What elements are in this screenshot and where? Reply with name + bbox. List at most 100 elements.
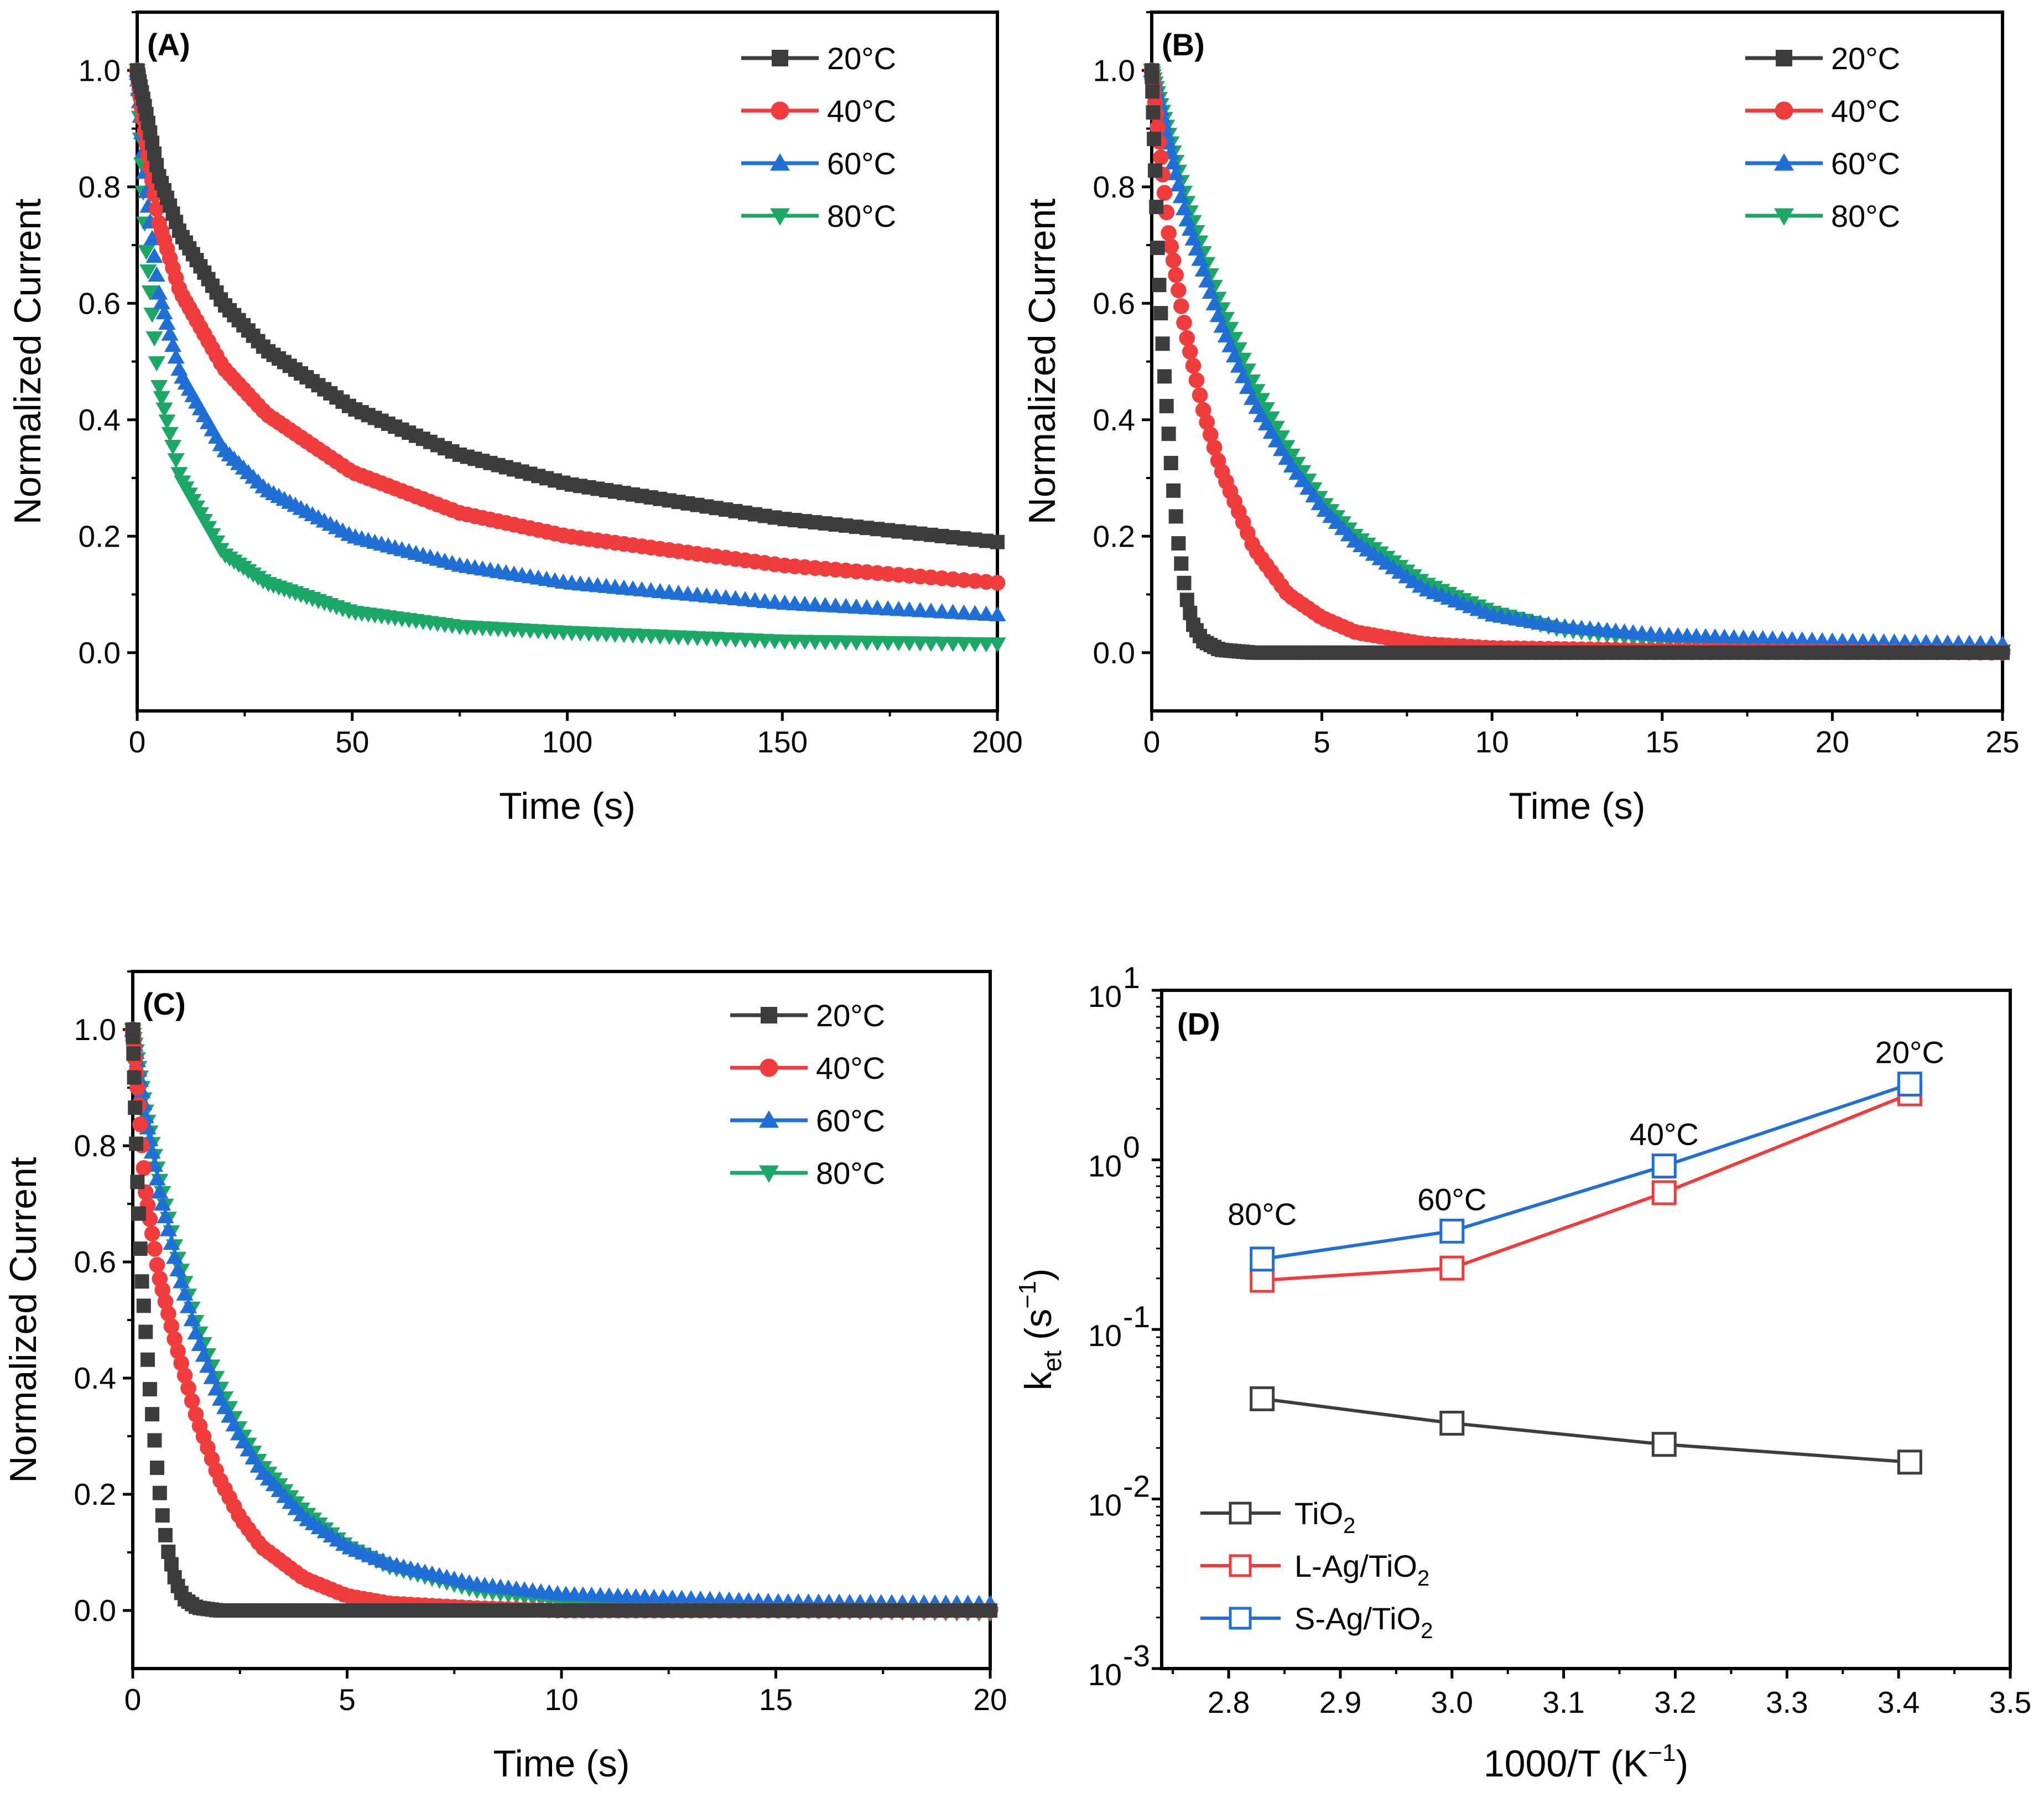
data-point [180, 1380, 196, 1396]
data-point [142, 1382, 157, 1397]
x-tick-label: 150 [757, 725, 808, 759]
data-point [1168, 267, 1184, 283]
data-point [1250, 1246, 1275, 1272]
x-tick-label: 10 [544, 1682, 578, 1717]
data-point [1145, 69, 1159, 84]
data-point [163, 1234, 180, 1250]
legend-label: 40°C [1831, 93, 1900, 128]
data-point [150, 284, 168, 300]
series-TiO2 [1250, 1386, 1922, 1475]
data-point [1439, 1255, 1465, 1281]
legend-marker [1229, 1607, 1252, 1630]
data-point [128, 1100, 143, 1115]
data-point [1156, 185, 1173, 201]
y-tick-label: 0.6 [79, 286, 121, 320]
data-point [955, 604, 973, 620]
data-point [1153, 306, 1168, 321]
legend-label: 80°C [816, 1156, 885, 1191]
x-axis-label: 1000/T (K−1) [1484, 1739, 1688, 1785]
data-point [1167, 165, 1185, 180]
x-axis-label: Time (s) [493, 1743, 630, 1785]
y-tick-label: 0.2 [74, 1477, 116, 1511]
data-point [166, 1249, 184, 1264]
series-S-Ag-TiO2 [1250, 1071, 1922, 1272]
legend-label: S-Ag/TiO2 [1294, 1601, 1433, 1643]
legend-label: 60°C [1831, 146, 1900, 181]
data-point [1182, 344, 1198, 360]
x-tick-label: 10 [1475, 725, 1509, 759]
data-point [1198, 272, 1216, 288]
data-point [1171, 536, 1186, 551]
data-point [1148, 163, 1163, 178]
data-point [147, 1433, 162, 1448]
data-point [129, 1136, 144, 1151]
data-point [153, 294, 170, 309]
series-60C [128, 61, 1006, 622]
data-point [1150, 119, 1166, 136]
x-tick-label: 20 [973, 1682, 1007, 1717]
data-point [143, 1144, 161, 1159]
data-point [134, 1274, 149, 1289]
data-point [1177, 575, 1192, 590]
data-point [955, 637, 973, 652]
data-point [1179, 593, 1194, 607]
panel-C: 0 5 10 15 20 0.0 0.2 0.4 0.6 0.8 1.0 Time (s) Normal… [2, 970, 1007, 1785]
legend-marker [1775, 101, 1793, 120]
data-point [159, 1221, 177, 1236]
data-point [145, 331, 163, 347]
data-point [1192, 387, 1208, 403]
data-point [1166, 483, 1181, 498]
data-point [1147, 132, 1162, 147]
panel-label: (C) [143, 986, 186, 1021]
series-L-Ag-TiO2 [1250, 1081, 1922, 1293]
data-point [173, 1273, 190, 1288]
y-tick-label: 10 [1088, 1488, 1122, 1523]
legend-marker [772, 50, 788, 66]
y-tick-label: 0.6 [74, 1245, 116, 1279]
y-axis-label: ket (s−1) [1014, 1269, 1067, 1391]
x-tick-label: 2.8 [1208, 1685, 1250, 1719]
data-point [1145, 84, 1160, 99]
data-point [148, 1170, 166, 1186]
y-tick-label: 0.8 [1093, 170, 1135, 204]
data-point [160, 1306, 176, 1322]
data-point [138, 1324, 153, 1339]
data-point [983, 1603, 997, 1618]
data-point [136, 1298, 151, 1313]
data-point [148, 266, 165, 282]
y-tick-label: 0.0 [1093, 636, 1135, 670]
legend-marker [1774, 208, 1794, 226]
data-point [966, 637, 984, 653]
data-point [933, 603, 951, 619]
series-60C [1143, 61, 2011, 651]
data-point [890, 601, 908, 616]
y-tick-label: 1.0 [79, 53, 121, 87]
legend-marker [771, 101, 789, 120]
series-20C [1145, 63, 2010, 660]
data-point [144, 1225, 160, 1242]
data-point [1191, 251, 1209, 266]
y-tick-label: 0.4 [79, 403, 121, 437]
data-point [1152, 278, 1167, 293]
x-tick-label: 25 [1985, 725, 2019, 759]
legend-label: 20°C [816, 998, 885, 1033]
data-point [1206, 439, 1223, 456]
y-tick-label: 0.0 [74, 1593, 116, 1628]
data-point [164, 1557, 179, 1572]
y-tick-label: 10 [1088, 1657, 1122, 1692]
y-axis-label: Normalized Current [1021, 199, 1063, 525]
data-point [1175, 200, 1193, 216]
data-point [989, 606, 1006, 622]
legend-marker [770, 153, 790, 171]
x-axis-label: Time (s) [499, 785, 636, 827]
data-point [203, 1369, 221, 1384]
data-point [933, 636, 951, 652]
data-point [1150, 240, 1165, 255]
data-point [1157, 369, 1172, 384]
data-point [155, 304, 173, 320]
series-20C [126, 1022, 997, 1618]
series-line [1262, 1397, 1910, 1464]
panel-label: (D) [1177, 1006, 1220, 1041]
x-tick-label: 200 [972, 725, 1023, 759]
data-point [1163, 238, 1179, 254]
